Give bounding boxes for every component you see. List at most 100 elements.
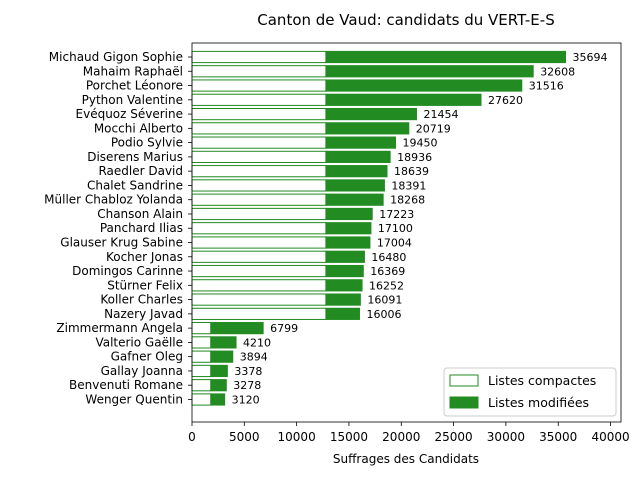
category-label-14: Kocher Jonas: [106, 250, 183, 264]
value-label-22: 3378: [234, 365, 262, 378]
category-label-5: Mocchi Alberto: [94, 121, 183, 135]
bar-modifiees-2: [325, 79, 523, 92]
bar-compactes-22: [191, 364, 212, 378]
category-label-6: Podio Sylvie: [111, 136, 183, 150]
bar-modifiees-23: [210, 379, 227, 392]
bar-modifiees-17: [325, 293, 361, 306]
value-label-21: 3894: [240, 351, 268, 364]
bar-modifiees-5: [325, 122, 410, 135]
value-label-10: 18268: [390, 194, 425, 207]
value-label-15: 16369: [370, 265, 405, 278]
bar-compactes-7: [191, 150, 327, 163]
bars-group: [191, 50, 566, 406]
bar-compactes-3: [191, 93, 327, 106]
bar-modifiees-15: [325, 264, 364, 278]
category-label-7: Diserens Marius: [87, 150, 183, 164]
bar-modifiees-20: [210, 336, 237, 349]
bar-modifiees-0: [325, 50, 566, 64]
category-label-2: Porchet Léonore: [86, 79, 183, 93]
bar-modifiees-10: [325, 193, 384, 206]
x-tick-label-0: 0: [188, 430, 196, 444]
bar-compactes-24: [191, 393, 212, 406]
category-label-0: Michaud Gigon Sophie: [49, 50, 183, 64]
category-label-10: Müller Chabloz Yolanda: [44, 193, 183, 207]
bar-modifiees-16: [325, 279, 363, 292]
value-label-19: 6799: [270, 322, 298, 335]
bar-compactes-11: [191, 207, 327, 221]
legend-label-compactes: Listes compactes: [488, 373, 596, 388]
value-label-17: 16091: [367, 294, 402, 307]
value-label-14: 16480: [371, 251, 406, 264]
value-label-3: 27620: [488, 94, 523, 107]
x-tick-label-7: 35000: [539, 430, 577, 444]
value-label-11: 17223: [379, 208, 414, 221]
x-tick-label-8: 40000: [591, 430, 629, 444]
value-label-9: 18391: [391, 179, 426, 192]
bar-compactes-5: [191, 122, 327, 135]
bar-compactes-18: [191, 307, 327, 320]
bar-compactes-14: [191, 250, 327, 263]
x-tick-label-4: 20000: [382, 430, 420, 444]
bar-compactes-20: [191, 336, 212, 349]
value-label-24: 3120: [232, 393, 260, 406]
legend-swatch-compactes: [449, 374, 479, 387]
x-tick-label-6: 30000: [487, 430, 525, 444]
bar-modifiees-3: [325, 93, 482, 106]
bar-modifiees-21: [210, 350, 234, 363]
category-label-13: Glauser Krug Sabine: [60, 236, 183, 250]
category-label-15: Domingos Carinne: [72, 264, 183, 278]
category-label-3: Python Valentine: [82, 93, 183, 107]
legend-frame: [443, 367, 617, 417]
bar-modifiees-9: [325, 179, 385, 192]
bar-compactes-17: [191, 293, 327, 306]
value-label-1: 32608: [540, 65, 575, 78]
bar-compactes-23: [191, 379, 212, 392]
bar-modifiees-13: [325, 236, 371, 249]
value-label-0: 35694: [572, 51, 607, 64]
bar-compactes-8: [191, 165, 327, 178]
x-tick-label-5: 25000: [434, 430, 472, 444]
value-label-18: 16006: [366, 308, 401, 321]
legend-label-modifiees: Listes modifiées: [488, 395, 589, 410]
value-label-12: 17100: [378, 222, 413, 235]
bar-compactes-6: [191, 136, 327, 149]
bar-compactes-19: [191, 322, 212, 335]
bar-modifiees-19: [210, 322, 264, 335]
bar-modifiees-8: [325, 165, 388, 178]
bar-compactes-12: [191, 222, 327, 235]
bar-compactes-1: [191, 65, 327, 78]
bar-compactes-16: [191, 279, 327, 292]
category-label-9: Chalet Sandrine: [87, 178, 183, 192]
value-label-4: 21454: [423, 108, 458, 121]
x-axis-label: Suffrages des Candidats: [333, 452, 479, 466]
bar-modifiees-11: [325, 207, 373, 221]
bar-modifiees-22: [210, 364, 228, 378]
category-label-22: Gallay Joanna: [101, 364, 183, 378]
bar-modifiees-18: [325, 307, 360, 320]
category-label-1: Mahaim Raphaël: [83, 64, 183, 78]
category-label-20: Valterio Gaëlle: [95, 335, 183, 349]
value-label-8: 18639: [394, 165, 429, 178]
category-label-17: Koller Charles: [100, 293, 183, 307]
x-tick-label-3: 15000: [330, 430, 368, 444]
category-label-12: Panchard Ilias: [100, 221, 183, 235]
plot-frame: [191, 42, 622, 423]
value-label-5: 20719: [416, 122, 451, 135]
category-label-23: Benvenuti Romane: [69, 378, 183, 392]
value-label-16: 16252: [369, 279, 404, 292]
x-tick-label-2: 10000: [278, 430, 316, 444]
bar-compactes-4: [191, 107, 327, 121]
category-label-21: Gafner Oleg: [111, 350, 183, 364]
bar-compactes-9: [191, 179, 327, 192]
bar-modifiees-14: [325, 250, 365, 263]
value-label-20: 4210: [243, 336, 271, 349]
category-label-8: Raedler David: [98, 164, 183, 178]
bar-modifiees-7: [325, 150, 391, 163]
bar-modifiees-1: [325, 65, 534, 78]
category-label-19: Zimmermann Angela: [56, 321, 183, 335]
legend: Listes compactes Listes modifiées: [443, 367, 617, 417]
bar-compactes-13: [191, 236, 327, 249]
x-tick-label-1: 5000: [229, 430, 260, 444]
